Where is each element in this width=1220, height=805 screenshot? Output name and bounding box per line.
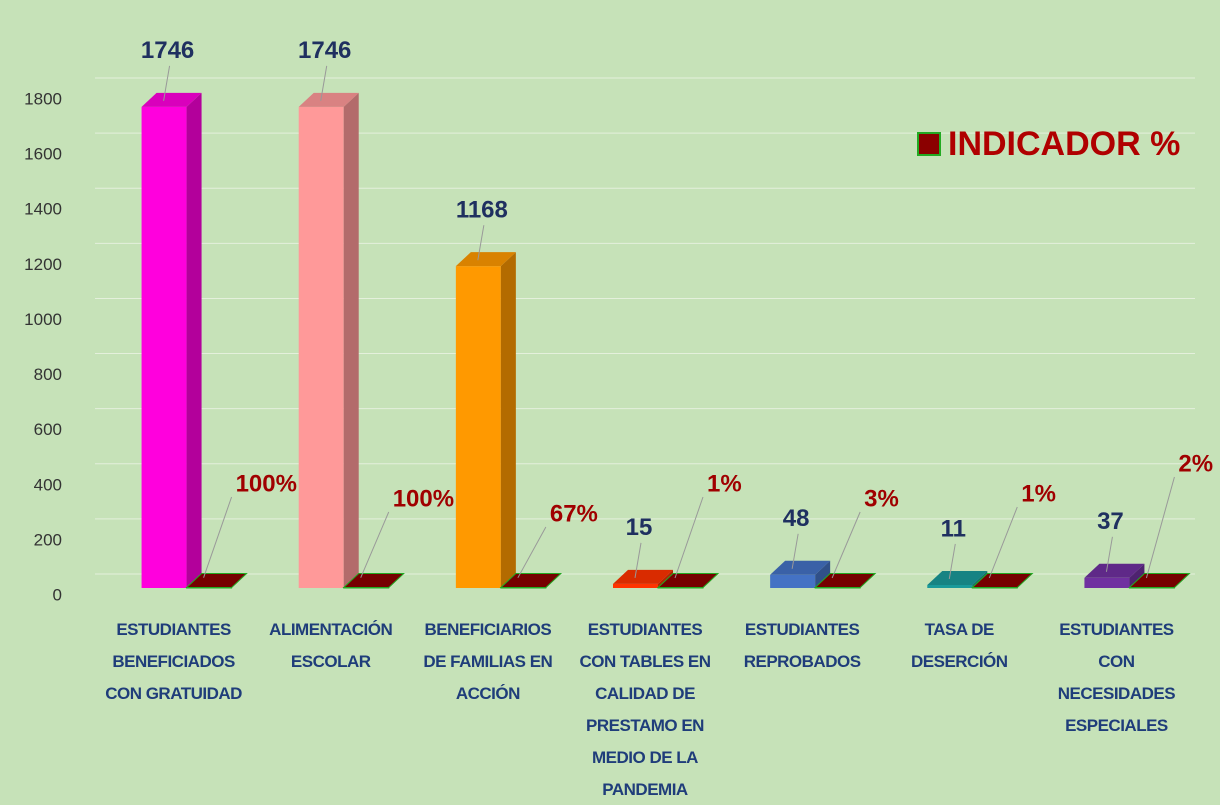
x-tick-label: ALIMENTACIÓN ESCOLAR — [269, 620, 393, 671]
bar-top — [770, 560, 831, 575]
value-label: 48 — [783, 505, 810, 532]
leader-line — [634, 542, 642, 578]
indicator-bar-top — [342, 573, 405, 588]
bar — [770, 574, 816, 588]
leader-line — [988, 506, 1018, 579]
indicator-bar-top — [1128, 573, 1191, 588]
value-label: 11 — [941, 515, 966, 542]
bar — [927, 584, 973, 588]
bar — [1084, 577, 1130, 588]
bar — [141, 106, 187, 588]
value-label: 15 — [626, 514, 653, 541]
indicator-bar-top — [185, 573, 248, 588]
x-tick-label: ESTUDIANTES BENEFICIADOS CON GRATUIDAD — [105, 620, 242, 703]
bar-top — [141, 92, 202, 107]
value-label: 37 — [1097, 508, 1124, 535]
bar-top — [927, 570, 988, 585]
indicator-label: 2% — [1178, 450, 1213, 477]
bar — [455, 266, 501, 588]
bar — [613, 583, 658, 588]
indicator-label: 100% — [236, 470, 297, 497]
bar-side — [1129, 563, 1145, 588]
indicator-bar-top — [499, 573, 563, 588]
y-tick-label: 0 — [53, 585, 62, 604]
bar-top — [1084, 563, 1145, 578]
x-tick-label: ESTUDIANTES CON NECESIDADES ESPECIALES — [1057, 620, 1176, 735]
indicator-label: 3% — [864, 485, 899, 512]
bar-top — [298, 92, 359, 107]
y-tick-label: 1400 — [24, 200, 62, 219]
indicator-label: 1% — [1021, 480, 1056, 507]
bar-side — [815, 560, 831, 588]
bar — [298, 106, 344, 588]
leader-line — [674, 496, 704, 579]
x-tick-label: ESTUDIANTES CON TABLES EN CALIDAD DE PRE… — [579, 620, 711, 799]
legend-label: INDICADOR % — [948, 125, 1180, 163]
indicator-bar-top — [656, 573, 720, 588]
y-tick-label: 1600 — [24, 145, 62, 164]
x-tick-label: TASA DE DESERCIÓN — [910, 620, 1008, 671]
value-label: 1746 — [141, 37, 194, 64]
bar-side — [500, 252, 516, 588]
value-label: 1168 — [456, 196, 508, 223]
leader-line — [1105, 536, 1113, 572]
leader-line — [163, 65, 171, 101]
leader-line — [831, 511, 861, 579]
leader-line — [477, 225, 485, 261]
y-tick-label: 1200 — [24, 255, 62, 274]
bar-top — [455, 252, 516, 267]
x-tick-label: BENEFICIARIOS DE FAMILIAS EN ACCIÓN — [423, 620, 553, 703]
y-tick-label: 400 — [34, 475, 62, 494]
y-tick-label: 800 — [34, 365, 62, 384]
leader-line — [791, 533, 799, 569]
x-tick-label: ESTUDIANTES REPROBADOS — [743, 620, 861, 671]
bar-side — [343, 92, 359, 588]
y-tick-label: 1800 — [24, 89, 62, 108]
leader-line — [1145, 476, 1175, 579]
y-tick-label: 600 — [34, 420, 62, 439]
bar-side — [186, 92, 202, 588]
bar-top — [613, 569, 673, 584]
indicator-label: 67% — [550, 500, 598, 527]
value-label: 1746 — [298, 37, 351, 64]
indicator-label: 1% — [707, 470, 742, 497]
leader-line — [320, 65, 328, 101]
indicator-bar-top — [813, 573, 877, 588]
indicator-label: 100% — [393, 485, 454, 512]
leader-line — [948, 543, 956, 580]
leader-line — [203, 496, 233, 578]
indicator-bar-top — [971, 573, 1034, 588]
y-tick-label: 200 — [34, 530, 62, 549]
legend-swatch — [917, 132, 941, 156]
leader-line — [517, 526, 547, 579]
leader-line — [360, 511, 390, 578]
y-tick-label: 1000 — [24, 310, 62, 329]
